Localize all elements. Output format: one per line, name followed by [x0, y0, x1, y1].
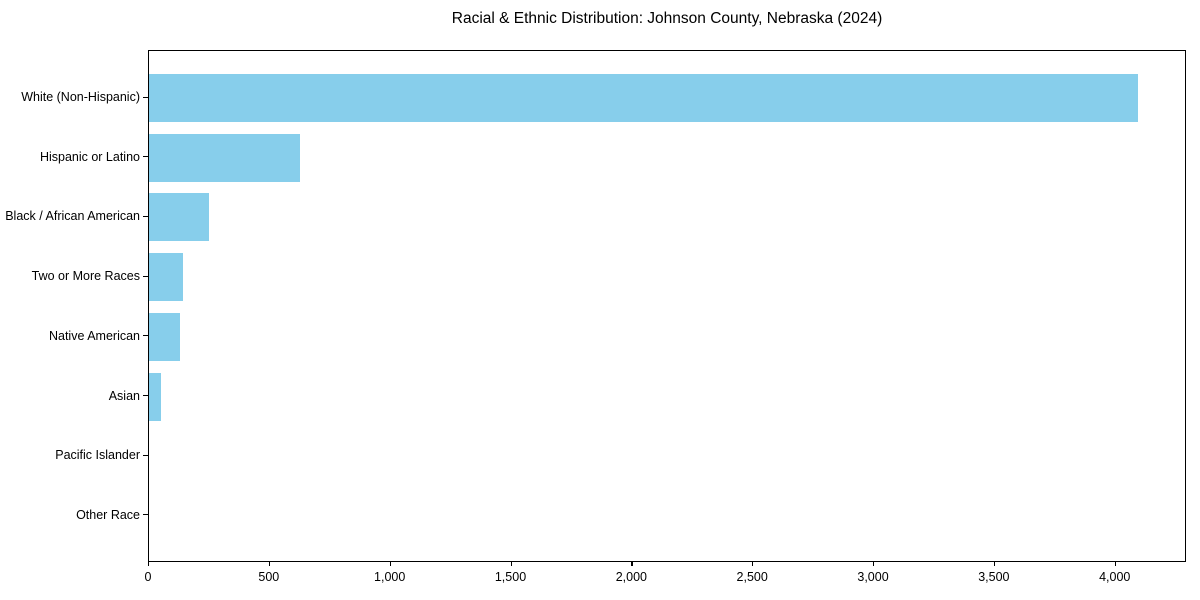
y-tick-mark — [143, 96, 148, 98]
y-axis-label: Hispanic or Latino — [39, 149, 140, 164]
y-tick-mark — [143, 514, 148, 516]
y-axis-label: Asian — [108, 388, 140, 403]
x-tick-label: 0 — [144, 570, 152, 584]
bar-black-african-american — [149, 193, 210, 242]
y-tick-mark — [143, 215, 148, 218]
y-axis-label: Two or More Races — [31, 269, 140, 284]
x-tick-label: 3,000 — [857, 570, 889, 584]
y-tick-mark — [143, 394, 148, 397]
x-tick-label: 2,000 — [615, 570, 647, 584]
x-tick-mark — [510, 561, 512, 566]
bar-asian — [149, 372, 162, 421]
x-tick-mark — [389, 561, 391, 566]
y-axis-label: Native American — [48, 328, 140, 343]
bar-two-or-more-races — [149, 253, 183, 302]
x-tick-mark — [268, 561, 271, 566]
y-axis-label: Other Race — [76, 507, 140, 522]
y-tick-mark — [143, 335, 148, 337]
y-tick-mark — [143, 275, 148, 277]
y-tick-mark — [143, 156, 148, 158]
x-tick-mark — [752, 561, 754, 566]
x-tick-label: 1,500 — [494, 570, 527, 584]
x-tick-mark — [873, 561, 875, 566]
plot-area — [148, 50, 1186, 562]
x-tick-mark — [1114, 561, 1116, 566]
y-axis-label: White (Non-Hispanic) — [21, 90, 140, 105]
y-tick-mark — [143, 454, 148, 456]
y-axis-label: Black / African American — [5, 209, 140, 224]
x-tick-label: 4,000 — [1099, 570, 1131, 584]
chart-title: Racial & Ethnic Distribution: Johnson Co… — [451, 10, 883, 27]
x-tick-mark — [631, 561, 633, 566]
x-tick-label: 1,000 — [374, 570, 406, 584]
bar-hispanic-or-latino — [149, 133, 300, 182]
x-tick-label: 3,500 — [978, 570, 1010, 584]
bar-native-american — [149, 312, 181, 361]
x-tick-label: 500 — [258, 570, 280, 584]
bar-white-non-hispanic — [149, 74, 1138, 123]
x-tick-mark — [993, 561, 996, 566]
y-axis-label: Pacific Islander — [55, 448, 140, 463]
x-tick-label: 2,500 — [736, 570, 768, 584]
x-tick-mark — [148, 561, 150, 566]
